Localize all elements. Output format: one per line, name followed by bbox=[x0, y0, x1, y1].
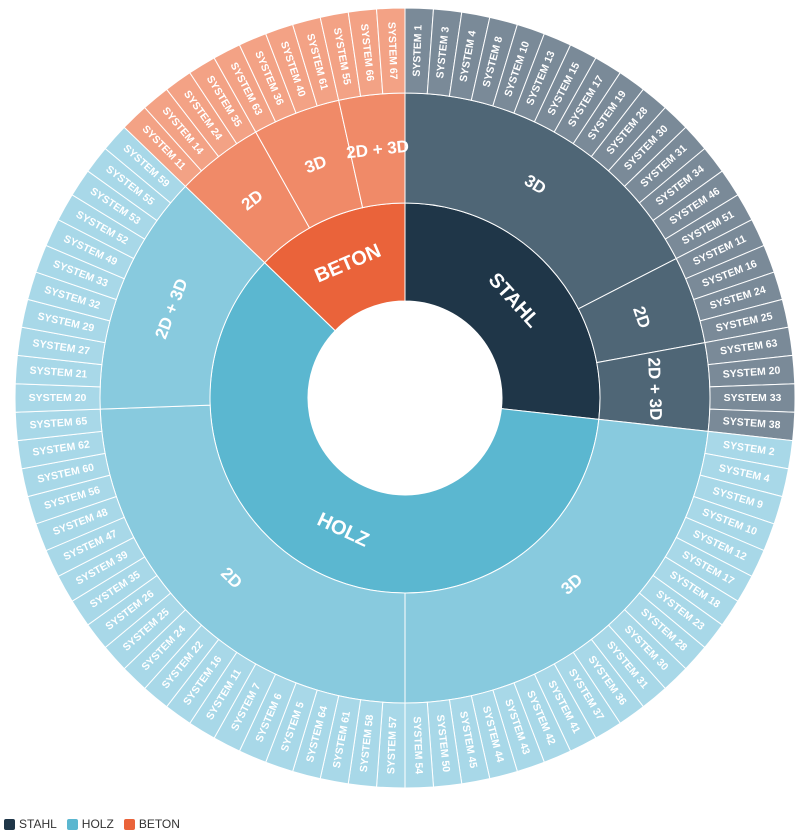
label-stahl-3d-system-3: SYSTEM 3 bbox=[434, 26, 452, 79]
label-stahl-2d-3d-system-33: SYSTEM 33 bbox=[724, 392, 782, 404]
legend-swatch bbox=[4, 818, 15, 830]
label-holz-2d-system-65: SYSTEM 65 bbox=[29, 415, 88, 431]
label-holz-2d-system-57: SYSTEM 57 bbox=[385, 716, 399, 774]
legend: STAHL HOLZ BETON bbox=[4, 815, 180, 833]
label-holz-2d-3d-system-21: SYSTEM 21 bbox=[29, 365, 88, 381]
label-beton-2d-3d-system-67: SYSTEM 67 bbox=[385, 22, 399, 80]
legend-swatch bbox=[123, 818, 135, 830]
segment-beton-2d-3d-system-67[interactable] bbox=[375, 7, 406, 95]
label-stahl-2d-3d: 2D + 3D bbox=[644, 357, 665, 420]
legend-item-holz[interactable]: HOLZ bbox=[66, 817, 114, 831]
label-holz-3d-system-54: SYSTEM 54 bbox=[411, 716, 425, 774]
legend-swatch bbox=[66, 818, 78, 830]
legend-label: HOLZ bbox=[81, 817, 114, 831]
label-stahl-3d-system-1: SYSTEM 1 bbox=[411, 24, 425, 76]
label-stahl-2d-3d-system-38: SYSTEM 38 bbox=[722, 415, 781, 431]
label-stahl-2d-3d-system-20: SYSTEM 20 bbox=[722, 365, 781, 381]
legend-item-beton[interactable]: BETON bbox=[123, 817, 180, 831]
legend-label: BETON bbox=[138, 817, 180, 831]
legend-item-stahl[interactable]: STAHL bbox=[4, 817, 57, 831]
legend-label: STAHL bbox=[19, 817, 57, 831]
label-holz-2d-3d-system-20: SYSTEM 20 bbox=[29, 392, 87, 404]
center-hole bbox=[308, 301, 502, 495]
